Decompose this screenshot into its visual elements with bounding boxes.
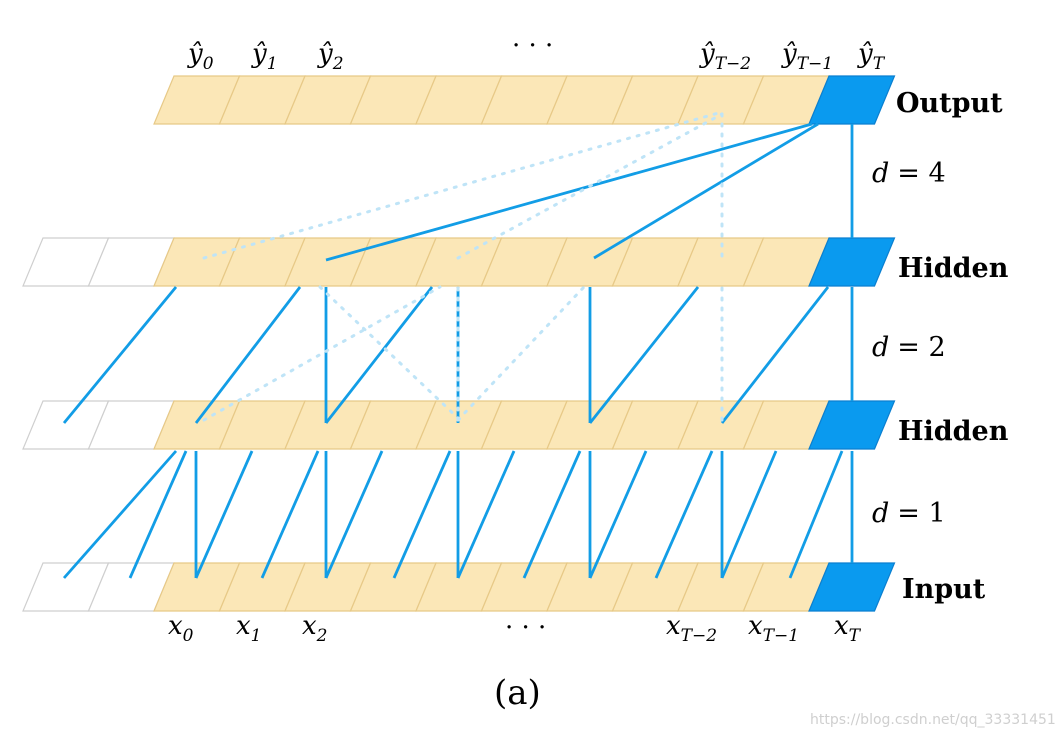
edge-dilation-2	[324, 286, 434, 424]
hidden-2-highlight-cell	[808, 237, 896, 287]
output-label-yT-1: ŷT−1	[781, 39, 833, 74]
layer-name-hidden-2: Hidden	[898, 253, 1009, 284]
edge-dilation-1	[62, 450, 178, 579]
input-highlight-cell	[808, 562, 896, 612]
output-label-y2: ŷ2	[317, 39, 344, 74]
edge-dilation-4	[593, 122, 819, 260]
source-watermark: https://blog.csdn.net/qq_33331451	[810, 712, 1056, 728]
edge-dilation-1	[654, 450, 714, 579]
receptive-field-dotted-edge	[202, 285, 442, 422]
connection-edges	[62, 110, 854, 579]
output-highlight-cell	[808, 75, 896, 125]
output-ellipsis: · · ·	[512, 31, 553, 61]
receptive-field-dotted-edge	[202, 110, 724, 260]
diagram-labels: ŷ0 ŷ1 ŷ2 · · · ŷT−2 ŷT−1 ŷT x0 x1 x2 · ·…	[168, 31, 1056, 728]
receptive-field-dotted-edge	[456, 112, 724, 260]
layer-name-hidden-1: Hidden	[898, 416, 1009, 447]
dilation-label-2: d = 2	[872, 332, 946, 363]
edge-dilation-1	[260, 450, 320, 579]
input-label-x1: x1	[236, 611, 262, 646]
input-label-xT-1: xT−1	[748, 611, 799, 646]
edge-dilation-2	[62, 286, 178, 424]
edge-dilation-1	[324, 450, 384, 579]
input-label-x0: x0	[168, 611, 194, 646]
edge-dilation-2	[194, 286, 302, 424]
input-ellipsis: · · ·	[505, 613, 546, 643]
edge-dilation-1	[522, 450, 582, 579]
edge-dilation-1	[588, 450, 648, 579]
output-label-yT: ŷT	[857, 39, 886, 74]
figure-caption: (a)	[494, 673, 541, 713]
hidden-1-highlight-cell	[808, 400, 896, 450]
input-label-x2: x2	[302, 611, 328, 646]
receptive-field-dotted-edge	[456, 285, 586, 422]
dilation-label-1: d = 1	[872, 498, 946, 529]
edge-dilation-4	[325, 122, 813, 262]
edge-dilation-1	[194, 450, 254, 579]
output-label-y1: ŷ1	[251, 39, 278, 74]
dilation-label-4: d = 4	[872, 158, 946, 189]
edge-dilation-1	[720, 450, 778, 579]
input-label-xT-2: xT−2	[666, 611, 717, 646]
edge-dilation-1	[128, 450, 188, 579]
edge-dilation-1	[392, 450, 452, 579]
output-label-yT-2: ŷT−2	[699, 39, 751, 74]
cell-layers	[22, 75, 896, 612]
edge-dilation-2	[588, 286, 700, 424]
input-label-xT: xT	[834, 611, 862, 646]
edge-dilation-2	[720, 286, 830, 424]
layer-name-input: Input	[902, 574, 986, 605]
edge-dilation-1	[456, 450, 516, 579]
layer-name-output: Output	[896, 88, 1003, 119]
output-label-y0: ŷ0	[187, 39, 214, 74]
edge-dilation-1	[788, 450, 844, 579]
receptive-field-dotted-edge	[318, 285, 462, 422]
